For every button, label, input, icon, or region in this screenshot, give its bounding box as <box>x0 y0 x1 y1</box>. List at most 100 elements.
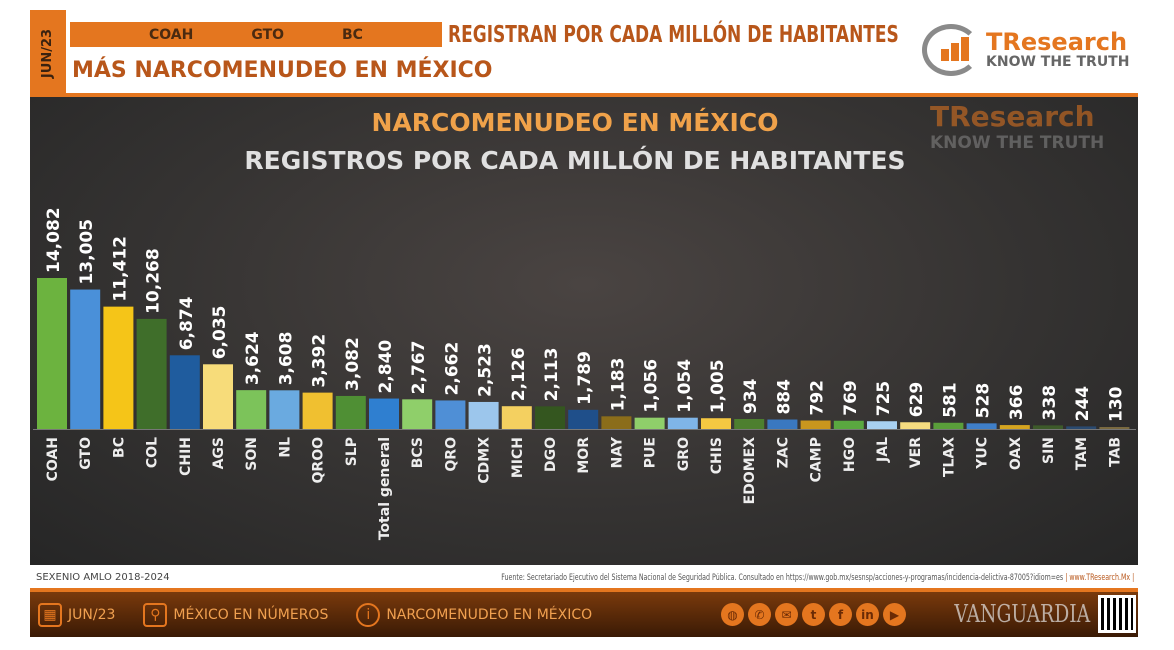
mail-icon[interactable]: ✉ <box>775 603 798 626</box>
chart-panel <box>30 97 1138 565</box>
divider <box>30 588 1138 592</box>
bar-oax <box>999 425 1030 429</box>
headline: REGISTRAN POR CADA MILLÓN DE HABITANTES <box>448 22 899 48</box>
data-label: 528 <box>974 383 994 419</box>
bar-gro <box>667 417 698 429</box>
bar-nay <box>601 416 632 429</box>
bottom-item-date: ▦ JUN/23 <box>38 602 115 627</box>
data-label: 3,608 <box>276 332 296 386</box>
bar-dgo <box>535 406 565 429</box>
bar-slp <box>335 395 366 429</box>
bar-chih <box>169 355 200 429</box>
bar-cdmx <box>468 401 499 429</box>
youtube-icon[interactable]: ▶ <box>883 603 906 626</box>
category-label: TAM <box>1074 437 1090 470</box>
bar-mor <box>568 409 599 429</box>
footer-info: SEXENIO AMLO 2018-2024 Fuente: Secretari… <box>30 568 1138 588</box>
data-label: 130 <box>1106 386 1126 422</box>
category-label: PUE <box>643 437 659 468</box>
data-label: 2,126 <box>509 347 529 401</box>
category-label: NL <box>277 437 293 458</box>
bottom-bar: ▦ JUN/23 ⚲ MÉXICO EN NÚMEROS i NARCOMENUDEO… <box>30 592 1138 637</box>
data-label: 1,789 <box>575 351 595 405</box>
qr-code[interactable] <box>1098 595 1136 633</box>
date-tag: JUN/23 <box>30 10 66 96</box>
data-label: 581 <box>940 382 960 418</box>
category-label: SON <box>244 437 260 471</box>
category-label: VER <box>908 437 924 468</box>
category-label: MICH <box>510 437 526 478</box>
category-label: CDMX <box>477 437 493 484</box>
data-label: 10,268 <box>144 248 164 314</box>
top-state: BC <box>342 26 363 43</box>
data-label: 884 <box>774 379 794 415</box>
data-label: 244 <box>1073 386 1093 422</box>
category-label: AGS <box>211 437 227 469</box>
chart-subtitle: REGISTROS POR CADA MILLÓN DE HABITANTES <box>244 146 906 175</box>
data-label: 366 <box>1007 385 1027 421</box>
bar-tlax <box>933 422 964 429</box>
category-label: SLP <box>344 437 360 466</box>
subheadline: MÁS NARCOMENUDEO EN MÉXICO <box>72 58 493 83</box>
top-state: GTO <box>251 26 285 43</box>
category-label: BC <box>111 437 127 458</box>
category-label: QRO <box>443 437 459 472</box>
category-label: Total general <box>377 437 393 540</box>
category-label: GRO <box>676 437 692 471</box>
facebook-icon[interactable]: f <box>829 603 852 626</box>
data-label: 1,054 <box>675 359 695 413</box>
logo: TResearch KNOW THE TRUTH <box>922 24 1129 76</box>
category-label: EDOMEX <box>742 437 758 505</box>
category-label: BCS <box>410 437 426 468</box>
divider <box>30 93 1138 97</box>
data-label: 3,082 <box>343 337 363 391</box>
bottom-item-topic: i NARCOMENUDEO EN MÉXICO <box>356 602 592 627</box>
category-label: SIN <box>1041 437 1057 464</box>
bar-mich <box>501 406 532 429</box>
bar-bc <box>103 306 134 429</box>
category-label: COL <box>145 437 161 468</box>
bar-ver <box>900 422 931 429</box>
data-label: 1,183 <box>608 358 628 412</box>
data-label: 2,840 <box>376 340 396 394</box>
data-label: 13,005 <box>77 219 97 285</box>
period: SEXENIO AMLO 2018-2024 <box>36 572 170 583</box>
data-label: 2,767 <box>409 341 429 395</box>
watermark: VANGUARDIA <box>954 600 1090 628</box>
bar-qroo <box>302 392 333 429</box>
data-label: 725 <box>874 381 894 417</box>
data-label: 1,056 <box>642 359 662 413</box>
category-label: NAY <box>609 436 625 468</box>
bar-jal <box>867 421 897 429</box>
data-label: 2,523 <box>476 343 496 397</box>
bar-tab <box>1099 427 1130 429</box>
data-label: 769 <box>841 380 861 416</box>
linkedin-icon[interactable]: in <box>856 603 879 626</box>
category-label: COAH <box>45 437 61 481</box>
bar-camp <box>800 420 831 429</box>
bar-pue <box>634 417 665 429</box>
phone-icon[interactable]: ✆ <box>748 603 771 626</box>
bar-zac <box>767 419 798 429</box>
chat-icon: i <box>356 602 381 627</box>
category-label: JAL <box>875 437 891 463</box>
category-label: ZAC <box>775 437 791 468</box>
bar-hgo <box>833 420 864 429</box>
twitter-icon[interactable]: t <box>802 603 825 626</box>
data-label: 11,412 <box>110 236 130 302</box>
bar-coah <box>37 278 67 429</box>
bar-total-general <box>369 398 399 429</box>
bar-ags <box>203 364 233 429</box>
bar-chis <box>701 418 731 429</box>
watermark-logo: TResearch KNOW THE TRUTH <box>930 100 1105 153</box>
category-label: YUC <box>975 437 991 470</box>
map-pin-icon: ⚲ <box>143 602 168 627</box>
globe-icon[interactable]: ◍ <box>721 603 744 626</box>
bar-son <box>236 390 267 429</box>
data-label: 2,662 <box>442 342 462 396</box>
data-label: 3,624 <box>243 331 263 385</box>
category-label: MOR <box>576 437 592 474</box>
data-label: 14,082 <box>44 207 64 273</box>
data-label: 792 <box>808 380 828 416</box>
